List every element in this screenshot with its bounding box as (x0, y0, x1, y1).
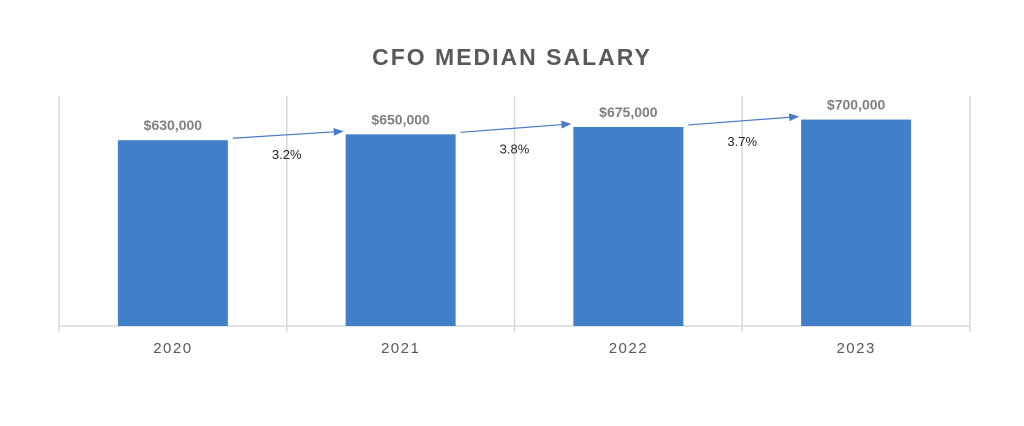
x-tick-label-2020: 2020 (153, 340, 192, 357)
data-label-2022: $675,000 (599, 104, 658, 120)
growth-label-2022-2023: 3.7% (727, 134, 757, 149)
x-tick-label-2021: 2021 (381, 340, 420, 357)
x-tick-label-2022: 2022 (609, 340, 648, 357)
x-tick-label-2023: 2023 (836, 340, 875, 357)
data-label-2021: $650,000 (371, 111, 430, 127)
bar-2021 (345, 134, 456, 326)
growth-label-2020-2021: 3.2% (272, 147, 302, 162)
growth-arrow-2022-2023 (688, 113, 800, 126)
data-label-2020: $630,000 (144, 117, 203, 133)
growth-arrow-2021-2022 (460, 120, 572, 133)
bar-2022 (573, 126, 684, 326)
bar-2020 (117, 140, 228, 326)
data-label-2023: $700,000 (827, 97, 886, 113)
growth-arrow-2020-2021 (232, 127, 344, 139)
bar-2023 (801, 119, 912, 326)
chart-title: CFO MEDIAN SALARY (372, 44, 652, 70)
growth-label-2021-2022: 3.8% (500, 141, 530, 156)
